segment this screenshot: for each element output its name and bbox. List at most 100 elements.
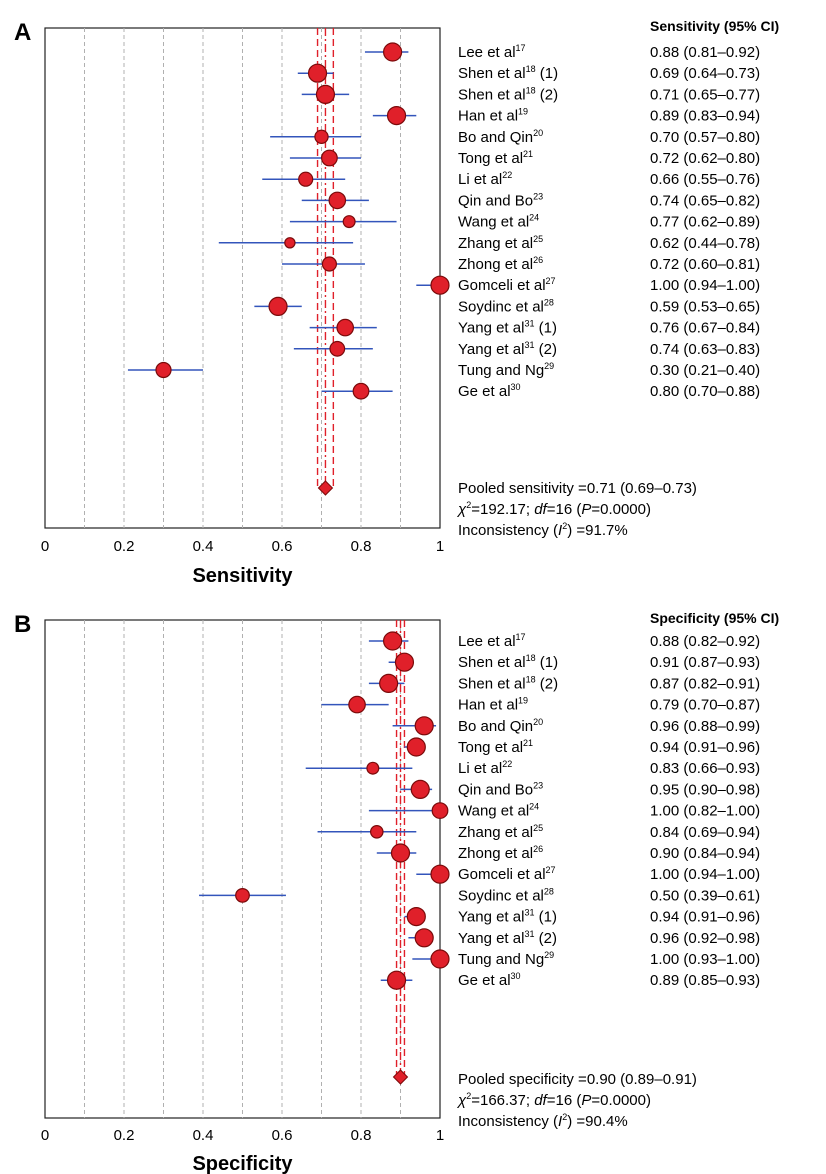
study-ci-text: 1.00 (0.94–1.00) [650,277,760,294]
study-ref: 23 [533,191,543,201]
study-suffix: (1) [536,65,559,82]
study-label: Soydinc et al28 [458,297,554,315]
study-name: Lee et al [458,44,516,61]
study-suffix: (1) [534,909,557,926]
study-ci-text: 1.00 (0.82–1.00) [650,803,760,820]
study-name: Han et al [458,108,518,125]
study-marker [406,906,426,927]
study-name: Bo and Qin [458,718,533,735]
study-marker [321,256,337,272]
inconsistency-text: Inconsistency (I2) =90.4% [458,1112,628,1130]
x-axis-title: Specificity [192,1153,293,1174]
x-tick-label: 0.2 [114,538,135,555]
study-ci-text: 0.62 (0.44–0.78) [650,235,760,252]
study-marker [431,802,449,819]
study-ci-text: 0.79 (0.70–0.87) [650,697,760,714]
study-label: Zhang et al25 [458,234,543,252]
study-label: Tong et al21 [458,149,533,167]
study-label: Soydinc et al28 [458,886,554,904]
study-label: Zhong et al26 [458,255,543,273]
study-name: Soydinc et al [458,298,544,315]
study-ci-text: 0.91 (0.87–0.93) [650,654,760,671]
study-ci-text: 0.72 (0.60–0.81) [650,256,760,273]
x-tick-label: 0.2 [114,1127,135,1144]
study-name: Tong et al [458,739,523,756]
study-ci-text: 0.77 (0.62–0.89) [650,214,760,231]
study-name: Shen et al [458,654,526,671]
column-header: Specificity (95% CI) [650,610,779,626]
inconsistency-value: ) =90.4% [567,1113,627,1130]
study-ci-text: 0.89 (0.85–0.93) [650,972,760,989]
study-label: Gomceli et al27 [458,276,556,294]
study-ci-text: 1.00 (0.93–1.00) [650,951,760,968]
study-name: Zhong et al [458,845,533,862]
p-value: =0.0000) [591,1092,651,1109]
study-marker [394,652,415,672]
study-marker [307,63,328,83]
study-name: Yang et al [458,341,524,358]
study-ci-text: 0.70 (0.57–0.80) [650,129,760,146]
study-marker [386,970,407,990]
study-marker [390,843,411,863]
chi-symbol: χ [456,1092,467,1109]
study-label: Shen et al18 (1) [458,64,558,82]
study-ref: 26 [533,844,543,854]
study-name: Shen et al [458,86,526,103]
study-name: Tong et al [458,150,523,167]
i-symbol: I [558,1113,562,1130]
study-ref: 31 [524,340,534,350]
study-name: Zhang et al [458,235,533,252]
study-label: Zhong et al26 [458,844,543,862]
study-label: Yang et al31 (1) [458,319,557,337]
study-ci-text: 0.96 (0.88–0.99) [650,718,760,735]
study-ci-text: 0.80 (0.70–0.88) [650,383,760,400]
study-ref: 18 [526,653,536,663]
study-ci-text: 0.71 (0.65–0.77) [650,86,760,103]
study-marker [430,275,450,295]
study-ci-text: 0.69 (0.64–0.73) [650,65,760,82]
study-label: Yang et al31 (1) [458,908,557,926]
plot-frame [44,27,441,529]
study-label: Shen et al18 (1) [458,653,558,671]
study-ref: 28 [544,297,554,307]
study-ref: 17 [516,43,526,53]
study-label: Qin and Bo23 [458,780,543,798]
study-label: Li et al22 [458,759,512,777]
study-suffix: (2) [536,675,559,692]
study-label: Ge et al30 [458,971,521,989]
chi-value: =166.37; [471,1092,534,1109]
x-tick-label: 0 [41,538,49,555]
study-ref: 30 [511,382,521,392]
study-label: Lee et al17 [458,43,526,61]
study-ref: 27 [546,865,556,875]
study-ref: 23 [533,780,543,790]
x-axis-title: Sensitivity [192,565,293,587]
study-marker [430,864,450,884]
study-label: Ge et al30 [458,382,521,400]
study-ci-text: 0.50 (0.39–0.61) [650,887,760,904]
study-marker [314,129,329,144]
column-header: Sensitivity (95% CI) [650,18,779,34]
study-marker [352,382,370,400]
x-tick-label: 0.8 [351,1127,372,1144]
p-value: =0.0000) [591,501,651,518]
chi-exponent: 2 [466,1091,471,1101]
study-marker [268,296,288,316]
study-ref: 29 [544,950,554,960]
inconsistency-label: Inconsistency ( [458,1113,558,1130]
x-tick-label: 1 [436,1127,444,1144]
study-marker [348,695,366,714]
study-label: Qin and Bo23 [458,191,543,209]
study-marker [383,42,403,62]
study-name: Yang et al [458,930,524,947]
panel-letter: B [14,611,31,638]
study-marker [379,673,399,694]
study-label: Wang et al24 [458,213,539,231]
study-ci-text: 0.30 (0.21–0.40) [650,362,760,379]
study-ref: 25 [533,823,543,833]
study-ci-text: 0.76 (0.67–0.84) [650,320,760,337]
study-label: Zhang et al25 [458,823,543,841]
study-marker [315,84,336,105]
panel-b: B Specificity (95% CI) Lee et al17 0.88 (0.… [14,610,779,1174]
